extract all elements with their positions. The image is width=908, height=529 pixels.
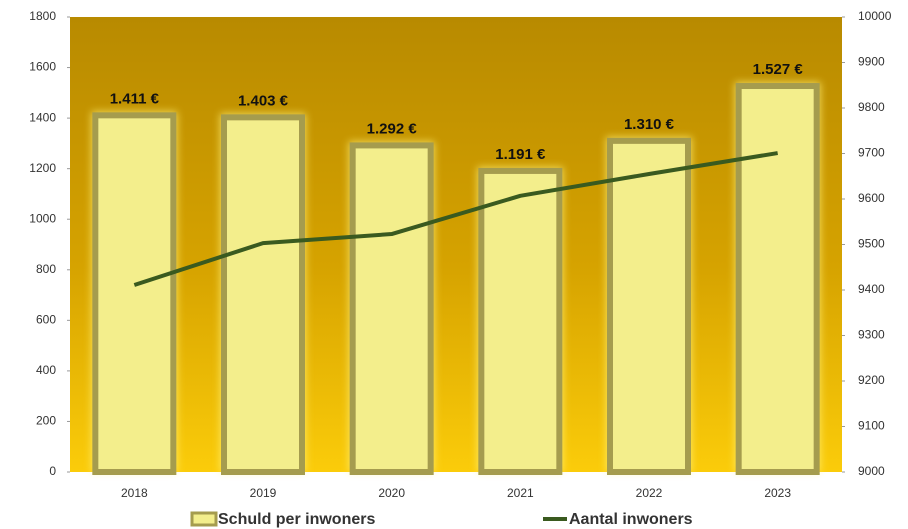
x-tick-label: 2023 [764,486,791,500]
bar [349,142,434,476]
y2-tick-label: 10000 [858,9,892,23]
y2-tick-label: 9900 [858,55,885,69]
x-tick-label: 2022 [636,486,663,500]
data-label: 1.403 € [238,92,289,109]
y2-tick-label: 9100 [858,419,885,433]
y-tick-label: 1400 [29,110,56,124]
x-tick-label: 2019 [250,486,277,500]
bar [735,83,820,475]
y2-tick-label: 9300 [858,328,885,342]
plot-background [70,17,842,472]
x-tick-label: 2020 [378,486,405,500]
bar [221,114,305,475]
y2-tick-label: 9600 [858,191,885,205]
data-label: 1.292 € [367,120,418,137]
legend-swatch [190,511,218,527]
x-tick-label: 2021 [507,486,534,500]
bar [607,137,691,475]
y-tick-label: 0 [49,464,56,478]
y-tick-label: 1200 [29,161,56,175]
y-tick-label: 200 [36,414,56,428]
y-tick-label: 1000 [29,211,56,225]
bar [92,112,177,475]
y-tick-label: 600 [36,313,56,327]
y-tick-label: 1600 [29,60,56,74]
legend-label: Aantal inwoners [569,511,693,528]
y2-tick-label: 9000 [858,464,885,478]
y2-tick-label: 9500 [858,237,885,251]
y2-tick-label: 9800 [858,100,885,114]
y2-tick-label: 9400 [858,282,885,296]
y2-tick-label: 9700 [858,146,885,160]
data-label: 1.411 € [110,90,160,107]
bar [478,167,563,475]
legend-label: Schuld per inwoners [218,511,375,528]
y-tick-label: 1800 [29,9,56,23]
y-tick-label: 800 [36,262,56,276]
data-label: 1.191 € [495,146,546,163]
line [133,151,778,287]
data-label: 1.527 € [753,61,804,78]
x-tick-label: 2018 [121,486,148,500]
y2-tick-label: 9200 [858,373,885,387]
data-label: 1.310 € [624,116,675,133]
y-tick-label: 400 [36,363,56,377]
